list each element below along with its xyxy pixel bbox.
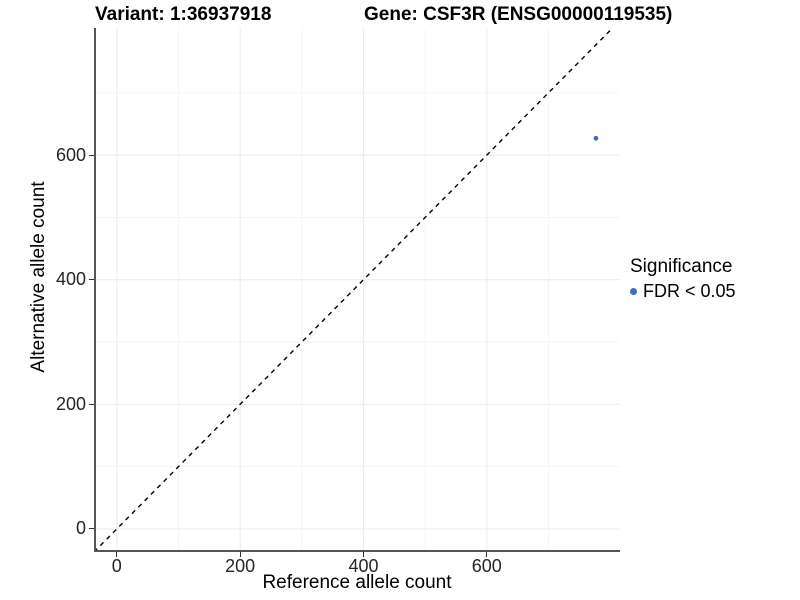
x-tick-mark <box>486 552 488 557</box>
y-tick-mark <box>89 528 94 530</box>
x-tick-label: 400 <box>348 556 379 576</box>
x-tick-label: 600 <box>471 556 502 576</box>
legend-item-label: FDR < 0.05 <box>643 281 736 301</box>
x-tick-label: 0 <box>111 556 122 576</box>
identity-dashed-line <box>94 28 614 552</box>
plot-title-variant: Variant: 1:36937918 <box>95 4 272 25</box>
plot-canvas <box>94 28 620 552</box>
y-tick-label: 600 <box>55 144 86 165</box>
x-tick-label: 200 <box>225 556 256 576</box>
x-tick-mark <box>116 552 118 557</box>
legend-title: Significance <box>630 256 733 277</box>
y-tick-label: 0 <box>75 518 86 539</box>
y-tick-label: 200 <box>55 393 86 414</box>
data-point <box>593 135 599 141</box>
x-tick-mark <box>239 552 241 557</box>
plot-panel <box>94 28 620 552</box>
y-tick-mark <box>89 403 94 405</box>
plot-title-gene: Gene: CSF3R (ENSG00000119535) <box>364 4 673 25</box>
y-tick-mark <box>89 154 94 156</box>
y-tick-mark <box>89 279 94 281</box>
legend-key-dot-icon <box>630 288 637 295</box>
legend: Significance FDR < 0.05 <box>630 256 736 302</box>
y-tick-label: 400 <box>55 269 86 290</box>
legend-item-fdr: FDR < 0.05 <box>630 281 736 302</box>
x-axis-title: Reference allele count <box>262 572 452 593</box>
x-tick-mark <box>362 552 364 557</box>
y-axis-title: Alternative allele count <box>28 181 49 373</box>
